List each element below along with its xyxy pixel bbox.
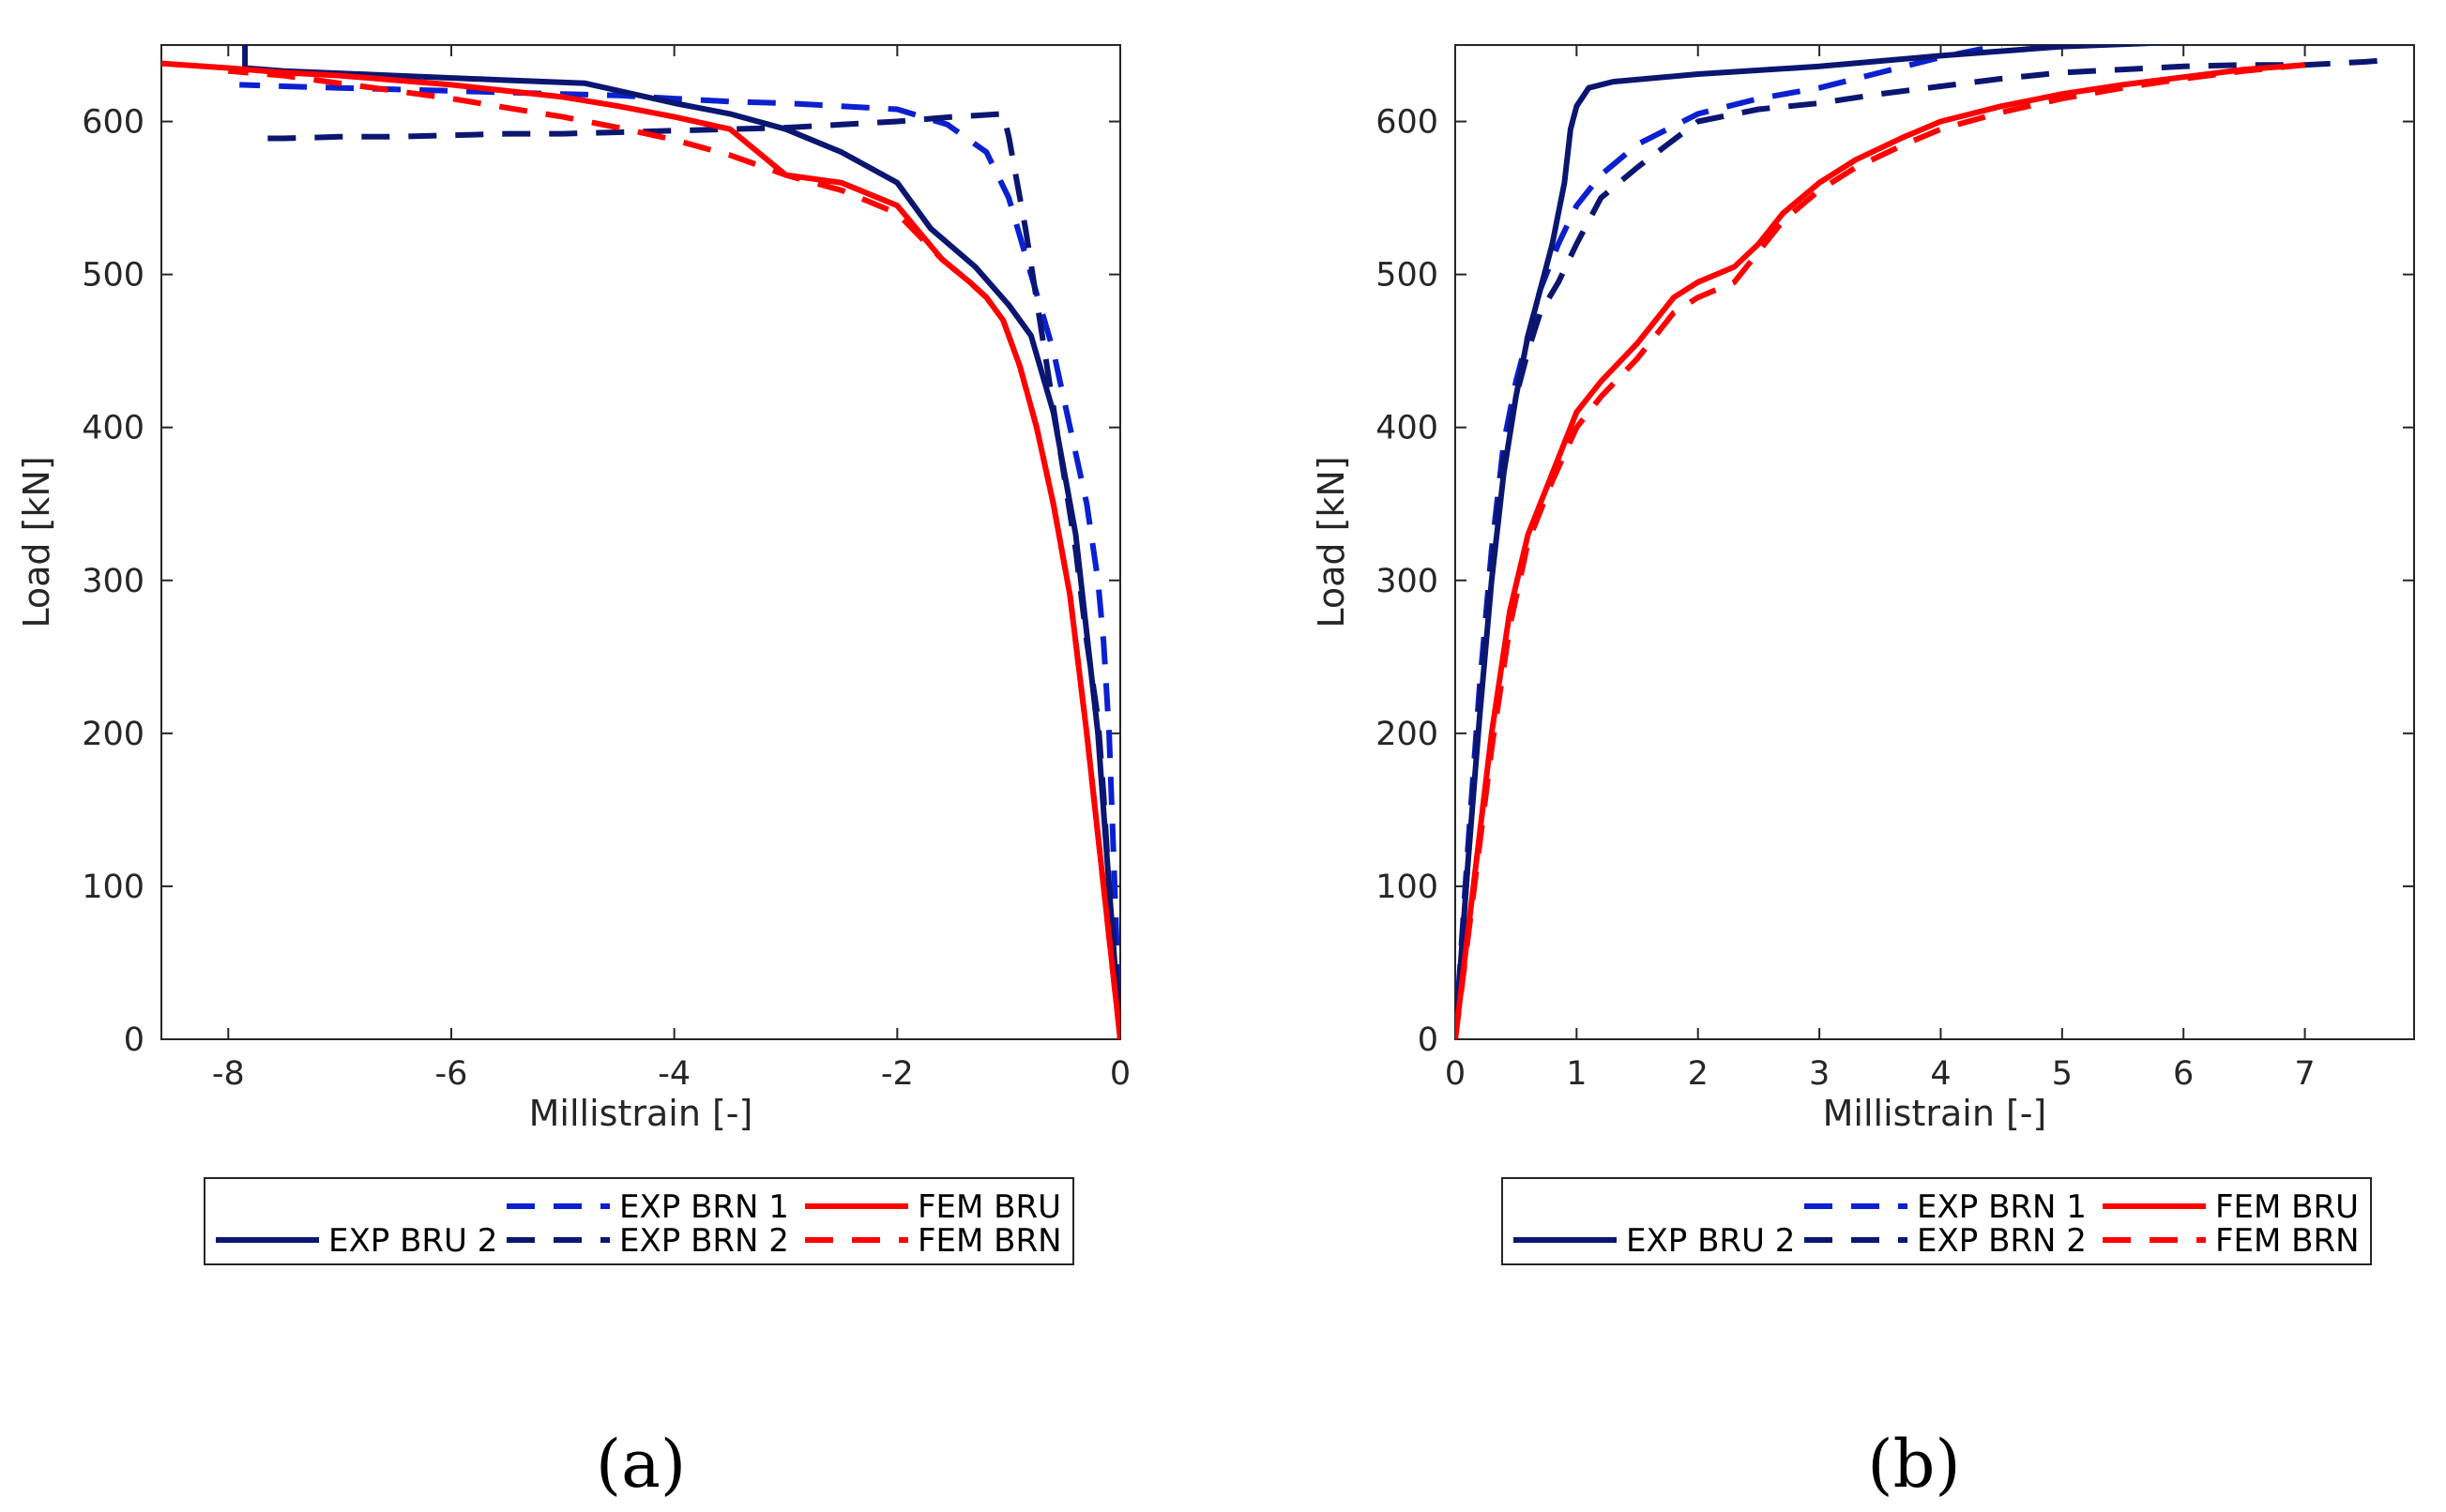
y-tick-label: 0 xyxy=(124,1021,144,1059)
x-tick-label: 0 xyxy=(1110,1055,1131,1093)
legend-label: FEM BRN xyxy=(2215,1222,2360,1260)
y-tick-label: 400 xyxy=(1375,410,1438,447)
x-tick-label: 4 xyxy=(1930,1055,1951,1093)
y-tick-label: 100 xyxy=(1375,869,1438,906)
series-line-fem-brn xyxy=(1455,62,2305,1039)
y-tick-label: 100 xyxy=(82,869,144,906)
chart-panel-1: 0 1 2 3 4 5 6 7 0 100 200 300 400 500 600 Millistrain [… xyxy=(1311,44,2415,1503)
series-group xyxy=(161,45,1120,1039)
panel-label: (a) xyxy=(596,1426,686,1503)
legend-box xyxy=(204,1177,1074,1265)
legend-label: EXP BRN 2 xyxy=(619,1222,789,1260)
y-tick-label: 200 xyxy=(82,716,144,753)
x-tick-label: 3 xyxy=(1809,1055,1830,1093)
x-axis-label: Millistrain [-] xyxy=(529,1093,753,1134)
x-axis-label: Millistrain [-] xyxy=(1823,1093,2047,1134)
series-line-exp-brn-1 xyxy=(1455,45,2002,1039)
series-line-exp-bru-2 xyxy=(1455,45,2177,1039)
legend-label: EXP BRN 1 xyxy=(1917,1188,2087,1226)
y-tick-label: 500 xyxy=(82,257,144,295)
legend-label: EXP BRU 2 xyxy=(328,1222,497,1260)
legend-box xyxy=(1501,1177,2372,1265)
series-line-exp-bru-2 xyxy=(242,45,1120,1039)
y-tick-label: 400 xyxy=(82,410,144,447)
x-tick-label: 5 xyxy=(2052,1055,2073,1093)
y-tick-label: 300 xyxy=(82,563,144,600)
legend-label: EXP BRN 2 xyxy=(1917,1222,2087,1260)
x-tick-label: -8 xyxy=(212,1055,245,1093)
legend: EXP BRN 1 FEM BRU EXP BRU 2 EXP BRN 2 FEM BR… xyxy=(204,1177,1074,1265)
y-tick-label: 0 xyxy=(1418,1021,1438,1059)
panel-label: (b) xyxy=(1867,1426,1960,1503)
legend-label: FEM BRU xyxy=(918,1188,1061,1226)
y-tick-label: 600 xyxy=(1375,104,1438,142)
y-tick-label: 200 xyxy=(1375,716,1438,753)
legend-label: EXP BRU 2 xyxy=(1626,1222,1795,1260)
legend-label: FEM BRN xyxy=(918,1222,1062,1260)
plot-frame xyxy=(160,44,1121,1040)
series-group xyxy=(1455,45,2384,1039)
x-tick-label: 1 xyxy=(1566,1055,1587,1093)
plot-frame xyxy=(1454,44,2415,1040)
legend-label: FEM BRU xyxy=(2215,1188,2359,1226)
x-tick-label: -6 xyxy=(435,1055,468,1093)
series-line-fem-brn xyxy=(228,68,1120,1039)
x-tick-label: -2 xyxy=(881,1055,914,1093)
x-tick-label: -4 xyxy=(658,1055,691,1093)
y-axis-label: Load [kN] xyxy=(16,456,57,627)
legend-label: EXP BRN 1 xyxy=(619,1188,789,1226)
y-tick-label: 300 xyxy=(1375,563,1438,600)
legend: EXP BRN 1 FEM BRU EXP BRU 2 EXP BRN 2 FEM BR… xyxy=(1501,1177,2372,1265)
y-axis-label: Load [kN] xyxy=(1311,456,1352,627)
x-tick-label: 6 xyxy=(2173,1055,2194,1093)
x-tick-label: 0 xyxy=(1445,1055,1466,1093)
x-tick-label: 2 xyxy=(1688,1055,1709,1093)
chart-panel-0: -8 -6 -4 -2 0 0 100 200 300 400 500 600 Millistrain … xyxy=(16,44,1131,1503)
y-tick-label: 500 xyxy=(1375,257,1438,295)
x-tick-label: 7 xyxy=(2294,1055,2315,1093)
y-tick-label: 600 xyxy=(82,104,144,142)
